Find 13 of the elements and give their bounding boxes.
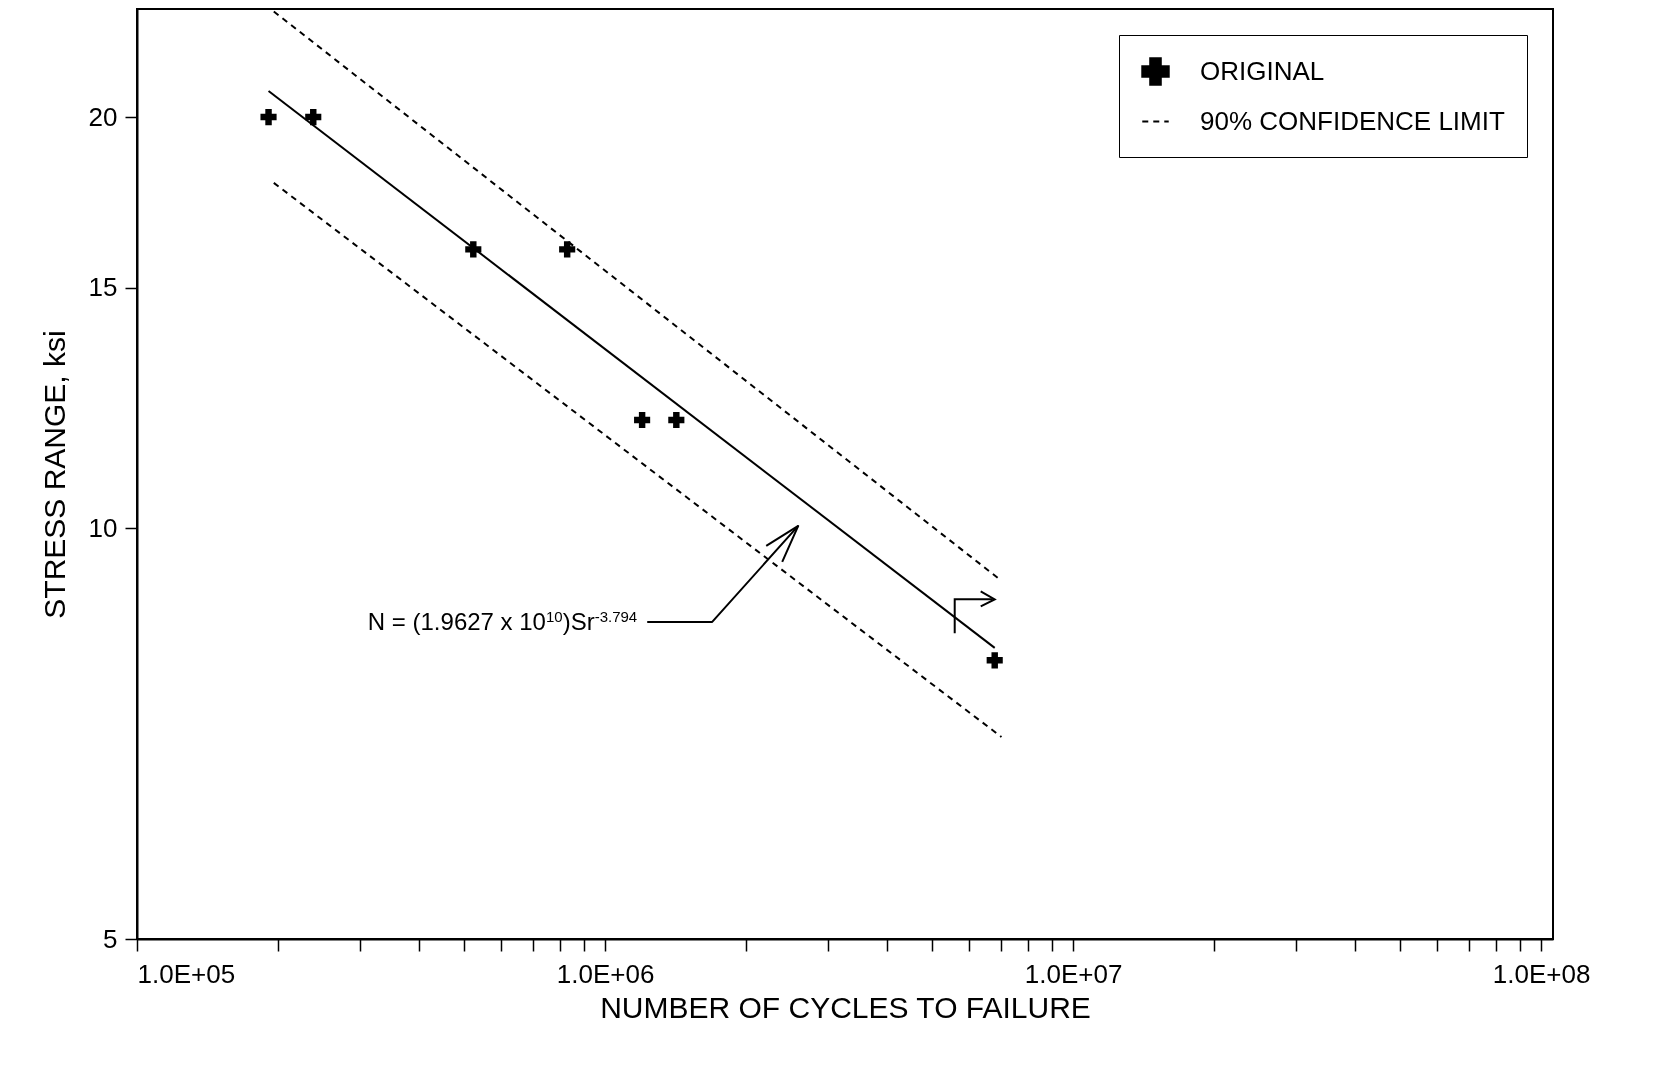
y-axis-title: STRESS RANGE, ksi <box>37 330 71 619</box>
y-tick-label: 15 <box>88 272 118 303</box>
legend-label: 90% CONFIDENCE LIMIT <box>1200 105 1505 136</box>
x-axis-title: NUMBER OF CYCLES TO FAILURE <box>600 990 1091 1024</box>
x-tick-label: 1.0E+05 <box>137 958 236 989</box>
x-tick-label: 1.0E+06 <box>556 958 655 989</box>
x-tick-label: 1.0E+08 <box>1492 958 1591 989</box>
legend-label: ORIGINAL <box>1200 55 1325 86</box>
x-tick-label: 1.0E+07 <box>1024 958 1123 989</box>
annotation: N = (1.9627 x 10$^{10}$)Sr$^{-3.794}$ <box>367 607 638 635</box>
y-tick-label: 5 <box>103 923 118 954</box>
y-tick-label: 20 <box>88 101 118 132</box>
y-tick-label: 10 <box>88 512 118 543</box>
